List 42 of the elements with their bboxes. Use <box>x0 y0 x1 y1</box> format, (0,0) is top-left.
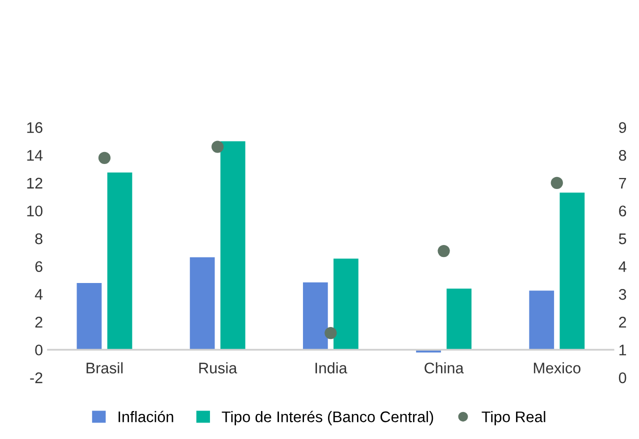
y2-tick-label: 1 <box>619 344 626 356</box>
bar <box>560 192 585 350</box>
y-tick-label: 4 <box>34 289 43 300</box>
x-tick-label: Mexico <box>534 362 580 374</box>
bar <box>446 288 472 350</box>
bar <box>76 283 102 350</box>
bar <box>529 290 554 350</box>
y-tick-label: 8 <box>35 233 42 244</box>
y2-tick-label: 5 <box>618 234 626 244</box>
x-tick-label: China <box>424 362 464 374</box>
legend-label: Tipo Real <box>482 411 546 426</box>
bar <box>107 172 132 350</box>
y-tick-label: 10 <box>27 206 42 216</box>
bar <box>334 258 358 350</box>
y-tick-label: 2 <box>35 316 42 328</box>
bar <box>220 141 246 350</box>
legend-label: Inflación <box>118 410 174 422</box>
point <box>324 326 337 340</box>
y-tick-label: 12 <box>27 178 42 188</box>
bar <box>190 257 215 350</box>
bar <box>302 282 328 350</box>
point <box>438 244 450 258</box>
y-tick-label: 14 <box>27 150 43 161</box>
y2-tick-label: 8 <box>618 150 626 161</box>
y2-tick-label: 7 <box>619 178 626 188</box>
y-tick-label: -2 <box>30 372 42 384</box>
y-tick-label: 0 <box>35 344 42 356</box>
x-tick-label: India <box>316 362 348 374</box>
y-tick-label: 6 <box>35 261 42 272</box>
y2-tick-label: 3 <box>618 289 626 300</box>
legend-label: Tipo de Interés (Banco Central) <box>222 410 434 426</box>
point <box>212 140 224 153</box>
point <box>98 152 111 164</box>
y2-tick-label: 0 <box>618 372 626 384</box>
y2-tick-label: 9 <box>619 122 626 133</box>
y2-tick-label: 2 <box>619 316 626 328</box>
x-tick-label: Rusia <box>199 362 238 374</box>
x-tick-label: Brasil <box>86 362 123 374</box>
y2-tick-label: 6 <box>619 206 626 216</box>
point <box>550 176 563 189</box>
y-tick-label: 16 <box>27 122 42 133</box>
y2-tick-label: 4 <box>618 261 626 272</box>
